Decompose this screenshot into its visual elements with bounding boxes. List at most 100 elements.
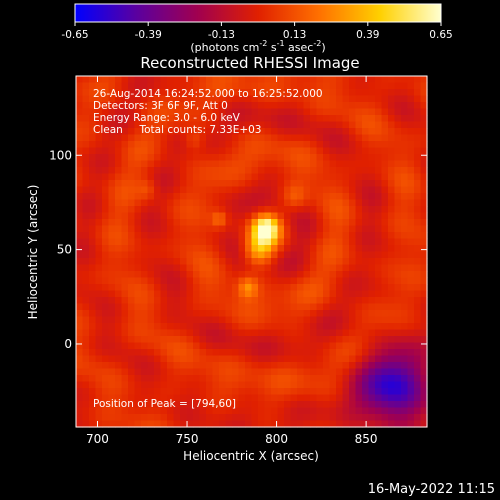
heatmap-cell bbox=[323, 394, 331, 402]
heatmap-cell bbox=[225, 375, 233, 383]
heatmap-cell bbox=[420, 290, 428, 298]
heatmap-cell bbox=[303, 128, 311, 136]
heatmap-cell bbox=[173, 121, 181, 129]
heatmap-cell bbox=[297, 251, 305, 259]
heatmap-cell bbox=[102, 375, 110, 383]
heatmap-cell bbox=[167, 180, 175, 188]
heatmap-cell bbox=[310, 336, 318, 344]
heatmap-cell bbox=[316, 251, 324, 259]
heatmap-cell bbox=[258, 303, 266, 311]
heatmap-cell bbox=[355, 381, 363, 389]
heatmap-cell bbox=[173, 271, 181, 279]
heatmap-cell bbox=[186, 193, 194, 201]
heatmap-cell bbox=[394, 108, 402, 116]
heatmap-cell bbox=[238, 290, 246, 298]
heatmap-cell bbox=[212, 258, 220, 266]
heatmap-cell bbox=[115, 180, 123, 188]
heatmap-cell bbox=[199, 368, 207, 376]
heatmap-cell bbox=[186, 251, 194, 259]
heatmap-cell bbox=[134, 290, 142, 298]
heatmap-cell bbox=[336, 336, 344, 344]
heatmap-cell bbox=[225, 336, 233, 344]
heatmap-cell bbox=[238, 82, 246, 90]
heatmap-cell bbox=[128, 128, 136, 136]
heatmap-cell bbox=[115, 115, 123, 123]
heatmap-cell bbox=[180, 154, 188, 162]
heatmap-cell bbox=[414, 375, 422, 383]
heatmap-cell bbox=[258, 167, 266, 175]
heatmap-cell bbox=[141, 251, 149, 259]
heatmap-cell bbox=[147, 362, 155, 370]
heatmap-cell bbox=[95, 381, 103, 389]
heatmap-cell bbox=[219, 212, 227, 220]
heatmap-cell bbox=[401, 375, 409, 383]
heatmap-cell bbox=[147, 375, 155, 383]
heatmap-cell bbox=[121, 134, 129, 142]
heatmap-cell bbox=[141, 95, 149, 103]
heatmap-cell bbox=[128, 264, 136, 272]
heatmap-cell bbox=[329, 147, 337, 155]
heatmap-cell bbox=[362, 271, 370, 279]
heatmap-cell bbox=[375, 284, 383, 292]
heatmap-cell bbox=[219, 271, 227, 279]
heatmap-cell bbox=[375, 290, 383, 298]
heatmap-cell bbox=[375, 115, 383, 123]
heatmap-cell bbox=[134, 420, 142, 428]
heatmap-cell bbox=[284, 355, 292, 363]
heatmap-cell bbox=[368, 225, 376, 233]
heatmap-cell bbox=[141, 368, 149, 376]
heatmap-cell bbox=[355, 310, 363, 318]
heatmap-cell bbox=[160, 251, 168, 259]
heatmap-cell bbox=[206, 225, 214, 233]
heatmap-cell bbox=[108, 394, 116, 402]
heatmap-cell bbox=[420, 232, 428, 240]
heatmap-cell bbox=[407, 420, 415, 428]
heatmap-cell bbox=[212, 368, 220, 376]
heatmap-cell bbox=[290, 297, 298, 305]
heatmap-cell bbox=[355, 342, 363, 350]
heatmap-cell bbox=[303, 219, 311, 227]
heatmap-cell bbox=[407, 368, 415, 376]
heatmap-cell bbox=[381, 264, 389, 272]
heatmap-cell bbox=[102, 310, 110, 318]
heatmap-cell bbox=[316, 173, 324, 181]
heatmap-cell bbox=[284, 147, 292, 155]
heatmap-cell bbox=[102, 76, 110, 84]
heatmap-cell bbox=[368, 329, 376, 337]
heatmap-cell bbox=[284, 258, 292, 266]
heatmap-cell bbox=[316, 199, 324, 207]
heatmap-cell bbox=[219, 147, 227, 155]
heatmap-cell bbox=[258, 121, 266, 129]
heatmap-cell bbox=[76, 212, 84, 220]
heatmap-cell bbox=[258, 173, 266, 181]
heatmap-cell bbox=[160, 108, 168, 116]
heatmap-cell bbox=[108, 193, 116, 201]
heatmap-cell bbox=[303, 115, 311, 123]
heatmap-cell bbox=[154, 349, 162, 357]
heatmap-cell bbox=[362, 277, 370, 285]
heatmap-cell bbox=[381, 167, 389, 175]
heatmap-cell bbox=[219, 225, 227, 233]
heatmap-cell bbox=[310, 232, 318, 240]
heatmap-cell bbox=[336, 102, 344, 110]
heatmap-cell bbox=[271, 381, 279, 389]
heatmap-cell bbox=[290, 134, 298, 142]
heatmap-cell bbox=[407, 186, 415, 194]
heatmap-cell bbox=[368, 355, 376, 363]
heatmap-cell bbox=[225, 401, 233, 409]
heatmap-cell bbox=[225, 167, 233, 175]
heatmap-cell bbox=[355, 167, 363, 175]
heatmap-cell bbox=[329, 349, 337, 357]
heatmap-cell bbox=[238, 115, 246, 123]
heatmap-cell bbox=[349, 362, 357, 370]
heatmap-cell bbox=[154, 134, 162, 142]
heatmap-cell bbox=[212, 375, 220, 383]
heatmap-cell bbox=[76, 388, 84, 396]
heatmap-cell bbox=[154, 323, 162, 331]
heatmap-cell bbox=[420, 89, 428, 97]
heatmap-cell bbox=[193, 310, 201, 318]
heatmap-cell bbox=[329, 160, 337, 168]
heatmap-cell bbox=[82, 141, 90, 149]
heatmap-cell bbox=[212, 271, 220, 279]
heatmap-cell bbox=[134, 342, 142, 350]
